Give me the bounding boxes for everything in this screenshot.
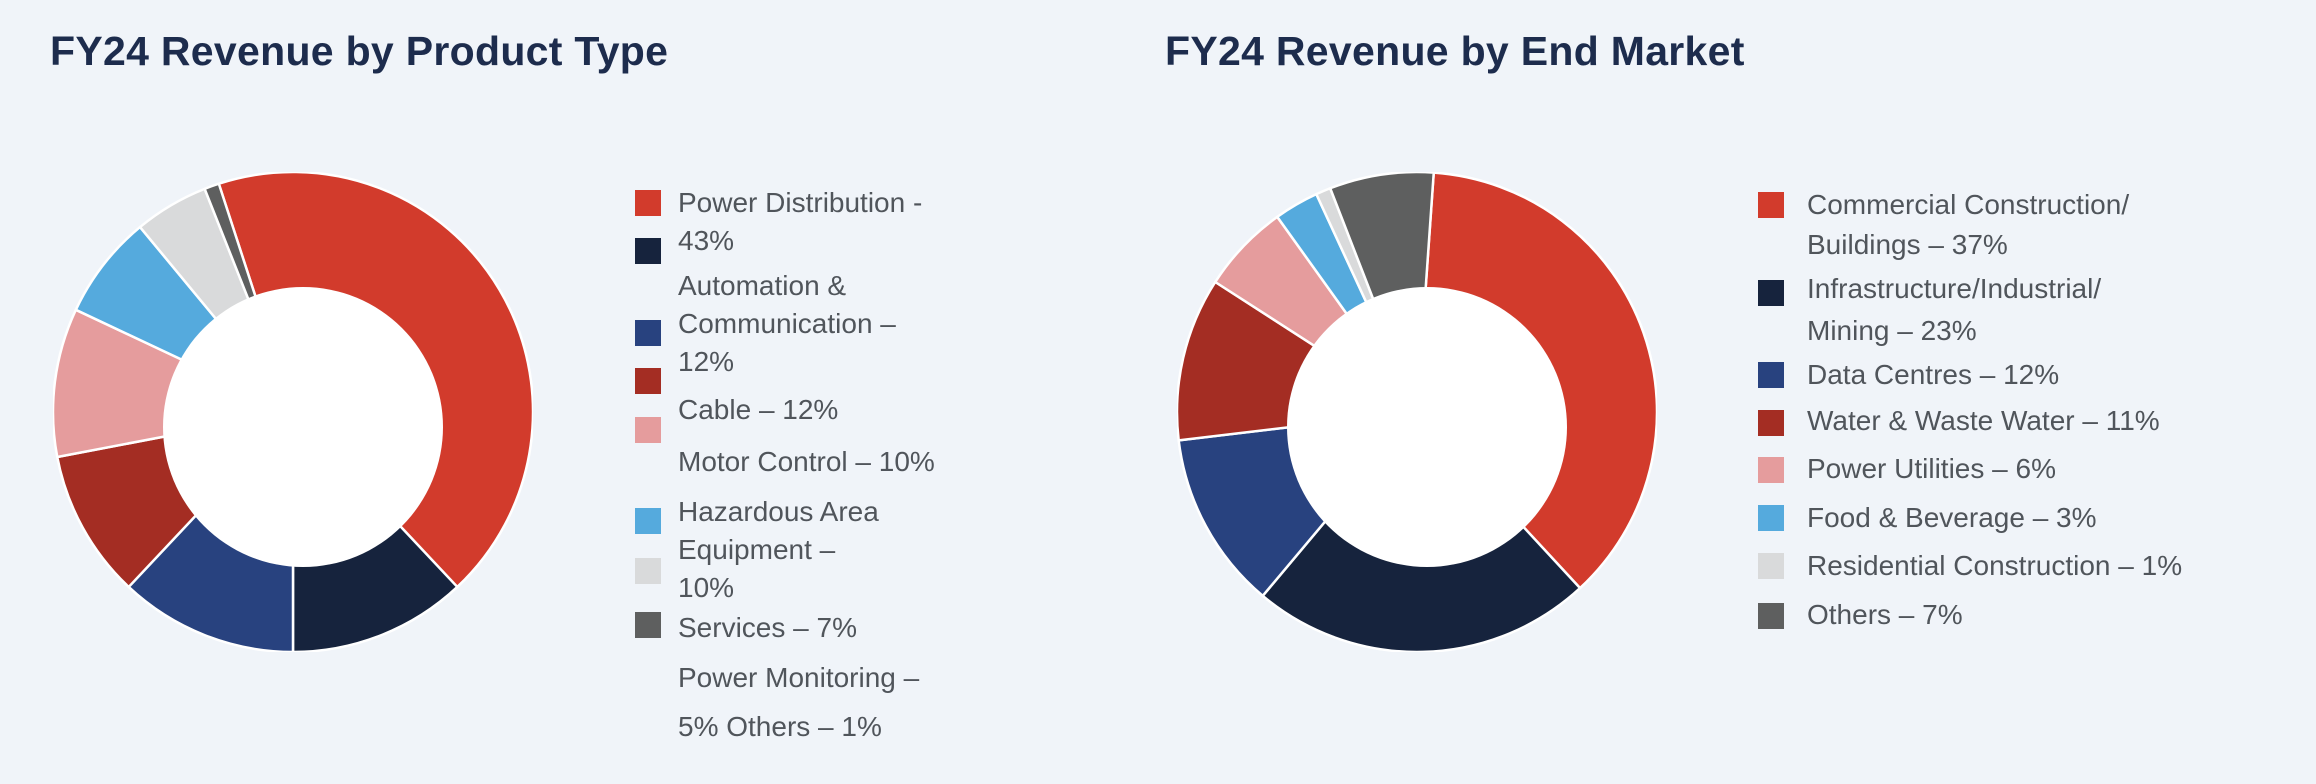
donut-hole [1287,287,1567,567]
legend-line: Mining – 23% [1807,315,1977,346]
legend-line: Motor Control – 10% [678,446,935,477]
legend-swatch-water-waste-water [1758,410,1784,436]
legend-swatch-services [635,508,661,534]
legend-line: Power Utilities – 6% [1807,453,2056,484]
legend-line: Buildings – 37% [1807,229,2008,260]
legend-line: Equipment – [678,534,836,565]
legend-line: Infrastructure/Industrial/ [1807,273,2102,304]
legend-swatch-data-centres [1758,362,1784,388]
legend-swatch-power-monitoring [635,558,661,584]
legend-swatch-motor-control [635,368,661,394]
legend-line: Water & Waste Water – 11% [1807,405,2160,436]
legend-swatch-power-utilities [1758,457,1784,483]
legend-line: 43% [678,225,735,256]
legend-line: Food & Beverage – 3% [1807,502,2097,533]
legend-line: Automation & [678,270,847,301]
legend-line: 5% Others – 1% [678,711,882,742]
legend-product-type: Power Distribution - 43% Automation & Co… [635,160,1095,770]
legend-swatch-power-distribution [635,190,661,216]
legend-swatch-commercial-construction [1758,192,1784,218]
legend-line: Data Centres – 12% [1807,359,2060,390]
legend-line: 10% [678,572,735,603]
legend-line: 12% [678,346,735,377]
legend-swatch-cable [635,320,661,346]
legend-line: Residential Construction – 1% [1807,550,2183,581]
legend-swatch-others [1758,603,1784,629]
legend-line: Communication – [678,308,896,339]
legend-line: Power Monitoring – [678,662,920,693]
legend-swatch-infrastructure-industrial-mining [1758,280,1784,306]
donut-chart-end-market [1177,172,1657,652]
legend-swatch-automation-communication [635,238,661,264]
legend-line: Hazardous Area [678,496,879,527]
legend-line: Commercial Construction/ [1807,189,2130,220]
legend-swatch-hazardous-area-equipment [635,417,661,443]
donut-chart-product-type [53,172,533,652]
legend-end-market: Commercial Construction/ Buildings – 37%… [1758,170,2218,780]
chart-title-end-market: FY24 Revenue by End Market [1165,28,1745,74]
legend-line: Power Distribution - [678,187,923,218]
chart-title-product-type: FY24 Revenue by Product Type [50,28,669,74]
legend-line: Others – 7% [1807,599,1963,630]
legend-swatch-residential-construction [1758,553,1784,579]
donut-hole [163,287,443,567]
legend-swatch-others [635,612,661,638]
legend-line: Services – 7% [678,612,857,643]
legend-swatch-food-beverage [1758,505,1784,531]
legend-line: Cable – 12% [678,394,839,425]
